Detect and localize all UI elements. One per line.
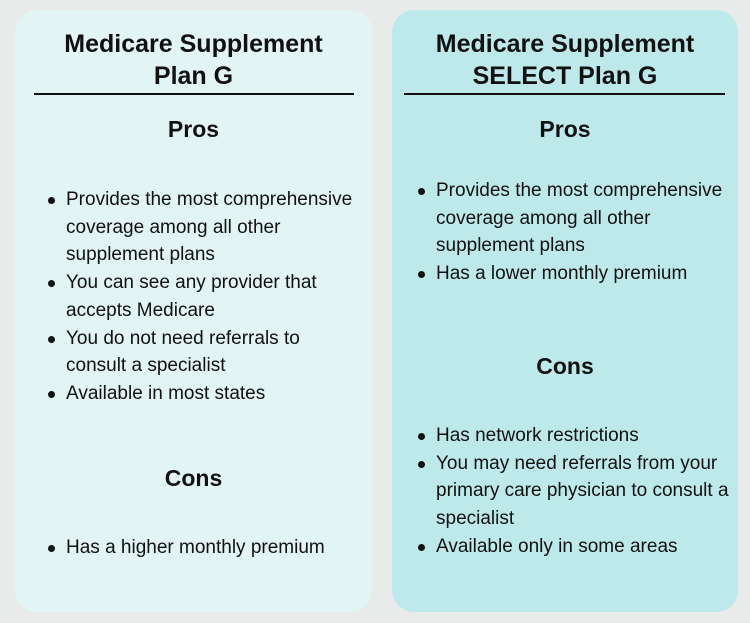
title-line: Medicare Supplement	[64, 30, 323, 58]
cons-item: Has network restrictions	[418, 422, 736, 450]
pros-item: Provides the most comprehensive coverage…	[48, 186, 353, 269]
plan-card: Medicare Supplement Plan G Pros Provides th…	[15, 10, 372, 612]
cons-item: Has a higher monthly premium	[48, 534, 353, 562]
pros-item: Has a lower monthly premium	[418, 260, 736, 288]
pros-item: You do not need referrals to consult a s…	[48, 325, 353, 380]
pros-item: Provides the most comprehensive coverage…	[418, 177, 736, 260]
pros-item: Available in most states	[48, 380, 353, 408]
cons-heading: Cons	[536, 353, 594, 379]
cons-list: Has a higher monthly premium	[48, 534, 353, 562]
plan-card: Medicare Supplement SELECT Plan G Pros Prov…	[392, 10, 738, 612]
divider	[404, 93, 725, 95]
pros-item: You can see any provider that accepts Me…	[48, 269, 353, 324]
title-line: SELECT Plan G	[472, 62, 658, 90]
title-line: Plan G	[153, 62, 234, 90]
cons-list: Has network restrictions You may need ref…	[418, 422, 736, 561]
title-line: Medicare Supplement	[435, 30, 695, 58]
cons-item: You may need referrals from your primary…	[418, 450, 736, 533]
card-title: Medicare Supplement Plan G	[15, 28, 372, 92]
cons-heading: Cons	[164, 465, 223, 491]
pros-list: Provides the most comprehensive coverage…	[48, 186, 353, 408]
card-title: Medicare Supplement SELECT Plan G	[392, 28, 738, 92]
cons-item: Available only in some areas	[418, 533, 736, 561]
pros-list: Provides the most comprehensive coverage…	[418, 177, 736, 288]
divider	[34, 93, 354, 95]
pros-heading: Pros	[539, 116, 591, 142]
pros-heading: Pros	[167, 116, 220, 142]
